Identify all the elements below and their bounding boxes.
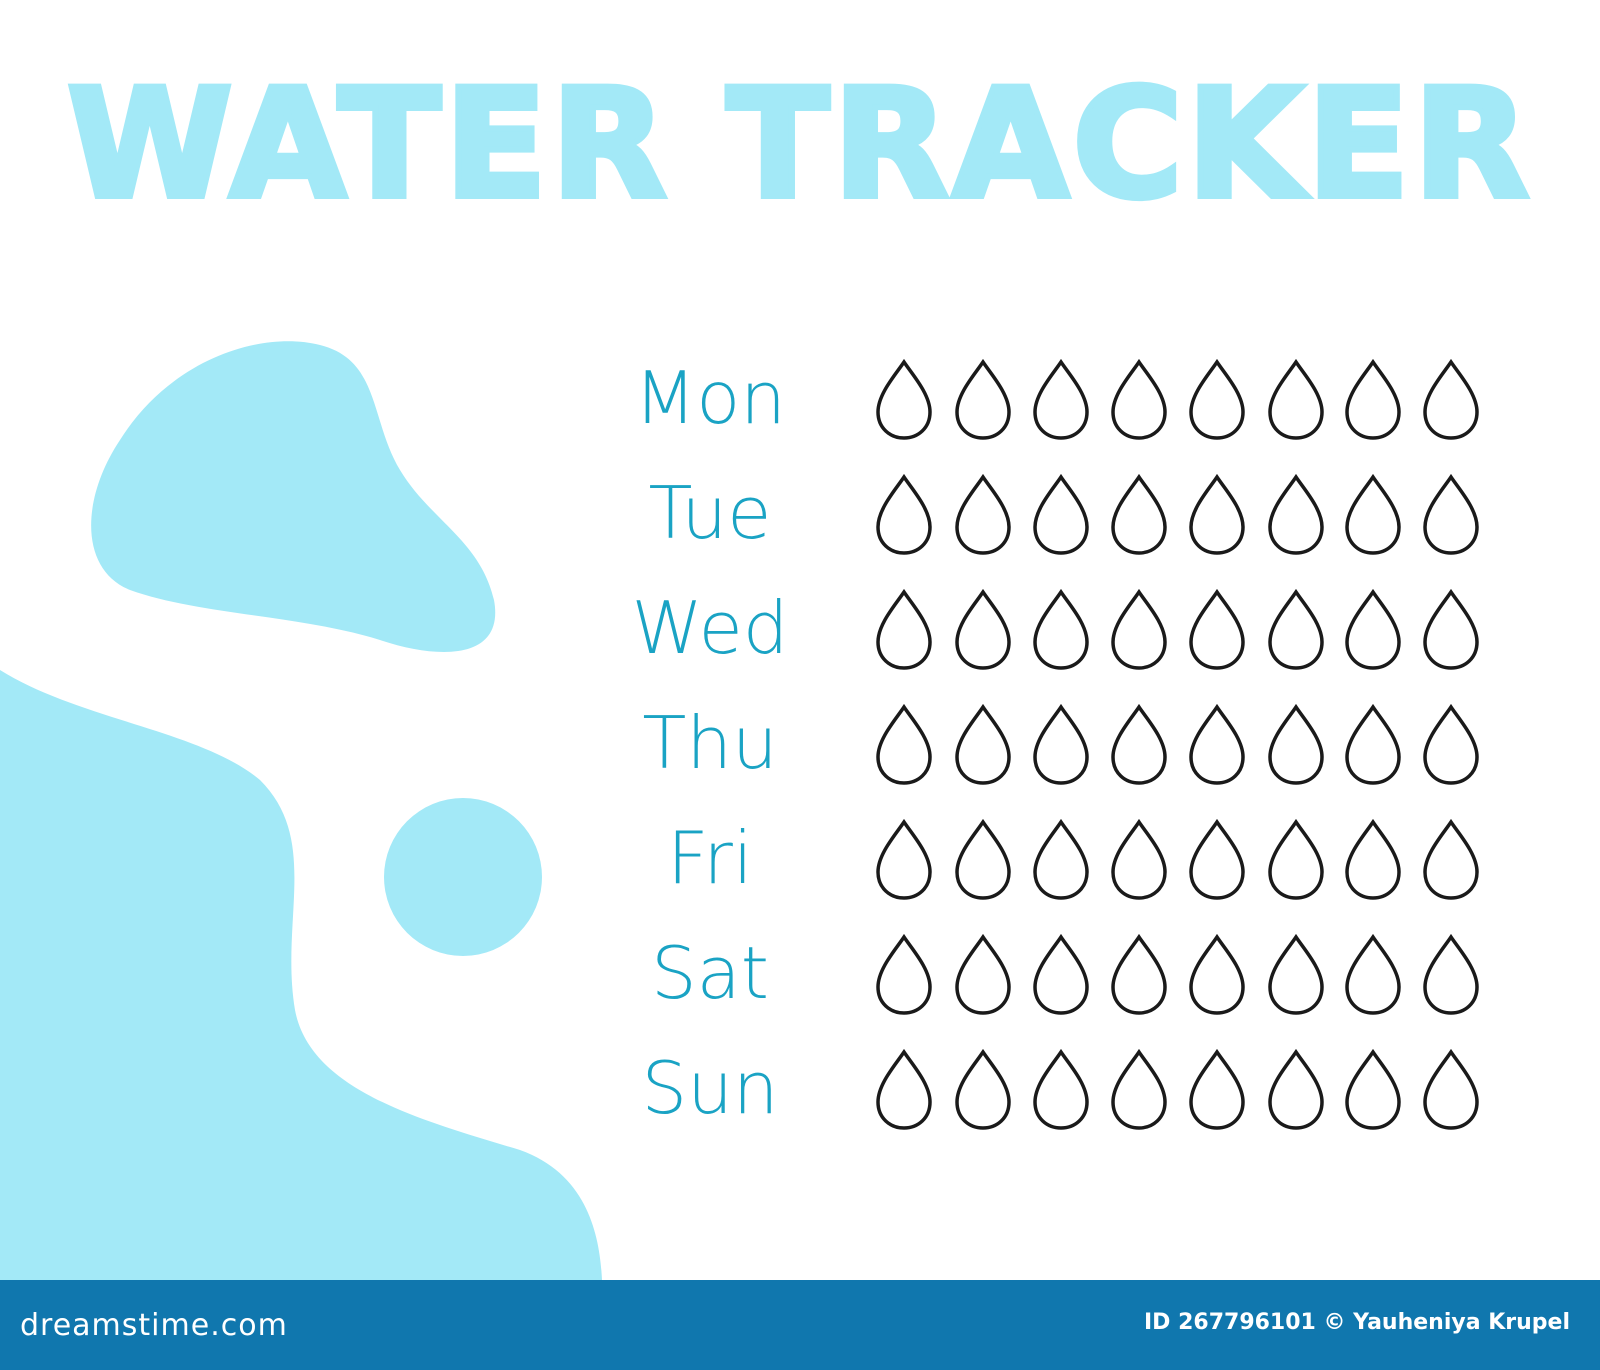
water-drop-icon[interactable] bbox=[1031, 703, 1091, 787]
water-drop-icon[interactable] bbox=[1031, 818, 1091, 902]
water-drop-icon[interactable] bbox=[1109, 933, 1169, 1017]
water-drop-icon[interactable] bbox=[1187, 818, 1247, 902]
water-drop-icon[interactable] bbox=[874, 1048, 934, 1132]
water-drop-icon[interactable] bbox=[1109, 588, 1169, 672]
water-drop-icon[interactable] bbox=[874, 818, 934, 902]
water-drop-icon[interactable] bbox=[1187, 358, 1247, 442]
day-row-thu: Thu bbox=[0, 695, 1600, 795]
water-drop-icon[interactable] bbox=[874, 933, 934, 1017]
water-drop-icon[interactable] bbox=[1109, 473, 1169, 557]
water-drop-icon[interactable] bbox=[1343, 473, 1403, 557]
water-drop-icon[interactable] bbox=[1109, 818, 1169, 902]
water-drop-icon[interactable] bbox=[1343, 703, 1403, 787]
day-row-sat: Sat bbox=[0, 925, 1600, 1025]
water-drop-icon[interactable] bbox=[1421, 1048, 1481, 1132]
water-drop-icon[interactable] bbox=[1343, 588, 1403, 672]
water-drop-icon[interactable] bbox=[953, 588, 1013, 672]
water-drop-icon[interactable] bbox=[1031, 588, 1091, 672]
bottom-blob bbox=[0, 670, 602, 1280]
day-label: Tue bbox=[648, 471, 772, 555]
water-drop-icon[interactable] bbox=[953, 818, 1013, 902]
water-drop-icon[interactable] bbox=[1421, 358, 1481, 442]
page-title: WATER TRACKER bbox=[64, 58, 1533, 232]
water-drop-icon[interactable] bbox=[1266, 358, 1326, 442]
water-drop-icon[interactable] bbox=[1266, 588, 1326, 672]
water-drop-icon[interactable] bbox=[1343, 933, 1403, 1017]
water-drop-icon[interactable] bbox=[1031, 473, 1091, 557]
water-drop-icon[interactable] bbox=[1187, 588, 1247, 672]
water-drop-icon[interactable] bbox=[1343, 1048, 1403, 1132]
top-blob bbox=[91, 341, 496, 652]
water-drop-icon[interactable] bbox=[1421, 933, 1481, 1017]
water-drop-icon[interactable] bbox=[874, 473, 934, 557]
water-drop-icon[interactable] bbox=[1187, 703, 1247, 787]
water-drop-icon[interactable] bbox=[1187, 1048, 1247, 1132]
water-drop-icon[interactable] bbox=[1109, 703, 1169, 787]
water-drop-icon[interactable] bbox=[1421, 473, 1481, 557]
water-drop-icon[interactable] bbox=[1031, 358, 1091, 442]
water-drop-icon[interactable] bbox=[1031, 933, 1091, 1017]
water-drop-icon[interactable] bbox=[1421, 818, 1481, 902]
water-drop-icon[interactable] bbox=[953, 703, 1013, 787]
circle-shape bbox=[384, 798, 542, 956]
water-drop-icon[interactable] bbox=[1266, 703, 1326, 787]
day-row-tue: Tue bbox=[0, 465, 1600, 565]
water-drop-icon[interactable] bbox=[953, 933, 1013, 1017]
water-drop-icon[interactable] bbox=[874, 588, 934, 672]
water-drop-icon[interactable] bbox=[1343, 358, 1403, 442]
day-label: Mon bbox=[634, 356, 786, 440]
day-label: Fri bbox=[667, 816, 753, 900]
brand-logo: dreamstime.com bbox=[20, 1308, 288, 1343]
day-row-wed: Wed bbox=[0, 580, 1600, 680]
day-row-mon: Mon bbox=[0, 350, 1600, 450]
water-drop-icon[interactable] bbox=[1266, 818, 1326, 902]
day-label: Sat bbox=[650, 931, 770, 1015]
water-drop-icon[interactable] bbox=[1266, 933, 1326, 1017]
day-label: Thu bbox=[642, 701, 778, 785]
day-row-fri: Fri bbox=[0, 810, 1600, 910]
day-row-sun: Sun bbox=[0, 1040, 1600, 1140]
water-drop-icon[interactable] bbox=[1187, 473, 1247, 557]
water-drop-icon[interactable] bbox=[1109, 358, 1169, 442]
water-drop-icon[interactable] bbox=[1421, 588, 1481, 672]
footer-bar: dreamstime.com ID 267796101 © Yauheniya … bbox=[0, 1280, 1600, 1370]
water-drop-icon[interactable] bbox=[953, 1048, 1013, 1132]
water-drop-icon[interactable] bbox=[1421, 703, 1481, 787]
water-drop-icon[interactable] bbox=[874, 358, 934, 442]
water-drop-icon[interactable] bbox=[874, 703, 934, 787]
image-credit: ID 267796101 © Yauheniya Krupel bbox=[1143, 1310, 1570, 1335]
water-drop-icon[interactable] bbox=[1109, 1048, 1169, 1132]
day-label: Wed bbox=[631, 586, 789, 670]
day-label: Sun bbox=[641, 1046, 779, 1130]
water-drop-icon[interactable] bbox=[1266, 473, 1326, 557]
water-drop-icon[interactable] bbox=[953, 358, 1013, 442]
water-drop-icon[interactable] bbox=[953, 473, 1013, 557]
water-drop-icon[interactable] bbox=[1187, 933, 1247, 1017]
water-drop-icon[interactable] bbox=[1031, 1048, 1091, 1132]
water-drop-icon[interactable] bbox=[1343, 818, 1403, 902]
water-drop-icon[interactable] bbox=[1266, 1048, 1326, 1132]
